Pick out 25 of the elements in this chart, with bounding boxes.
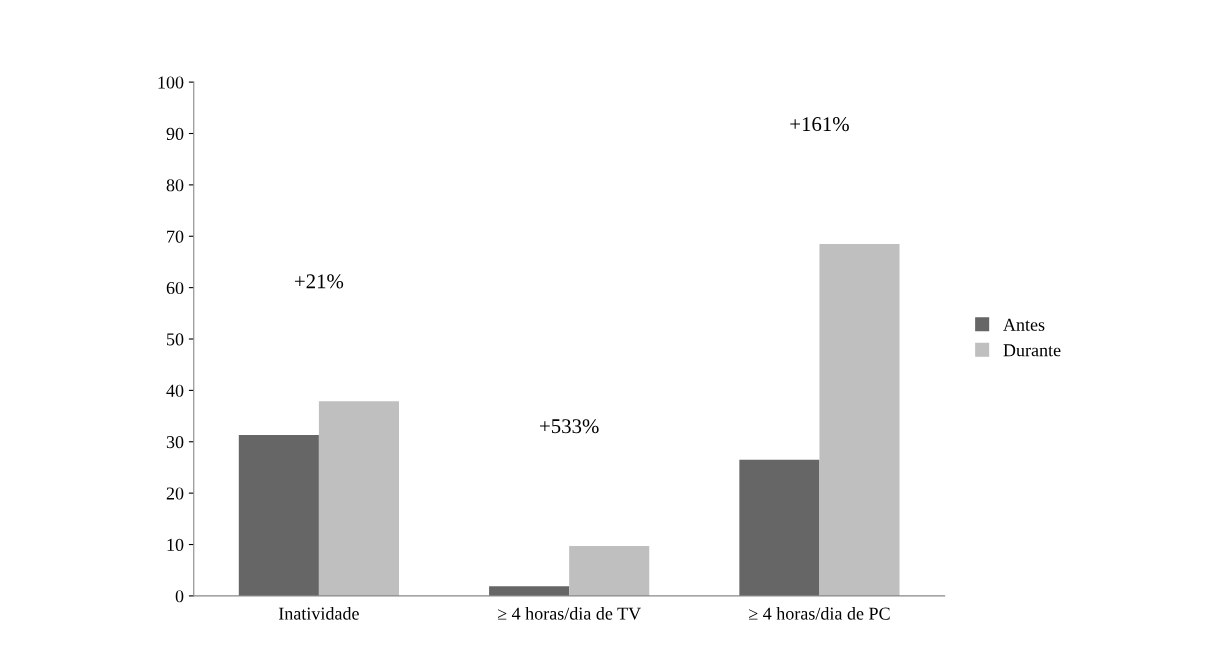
y-tick-label: 60 — [166, 281, 184, 295]
y-tick-label: 100 — [158, 76, 184, 89]
y-tick-label: 0 — [175, 590, 184, 603]
y-tick-label: 10 — [167, 538, 184, 551]
y-tick-label: 90 — [166, 127, 184, 140]
bar — [238, 435, 319, 596]
bar — [739, 459, 820, 596]
x-tick-label: ≥ 4 horas/dia de PC — [749, 607, 890, 620]
y-tick-label: 50 — [167, 333, 184, 346]
x-tick-label: Inatividade — [278, 607, 359, 620]
bar — [318, 401, 399, 596]
y-tick-label: 40 — [166, 384, 184, 397]
legend-label: Antes — [1003, 318, 1045, 331]
bar — [819, 243, 900, 596]
bar — [569, 546, 650, 596]
x-tick-label: ≥ 4 horas/dia de TV — [497, 607, 641, 620]
y-tick-label: 30 — [166, 436, 184, 449]
y-tick-label: 80 — [166, 179, 184, 192]
annotation: +533% — [540, 419, 599, 434]
y-tick-label: 20 — [166, 487, 184, 500]
annotation: +161% — [790, 117, 849, 132]
annotation: +21% — [294, 274, 344, 289]
legend-label: Durante — [1003, 344, 1061, 357]
y-tick-label: 70 — [167, 230, 184, 243]
bar — [489, 586, 570, 596]
